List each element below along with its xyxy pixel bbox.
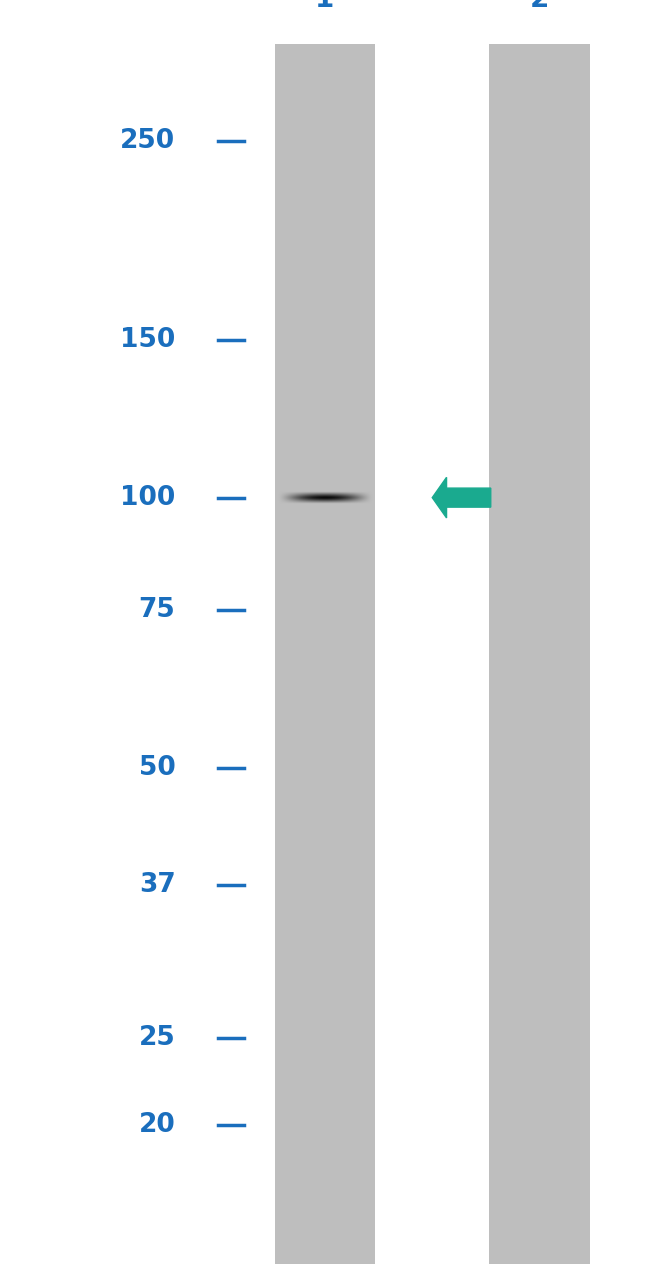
Text: 50: 50 <box>138 754 176 781</box>
Bar <box>489 44 590 1264</box>
Text: 100: 100 <box>120 485 176 511</box>
Text: 37: 37 <box>138 872 176 898</box>
Bar <box>274 44 376 1264</box>
FancyArrow shape <box>432 478 491 518</box>
Text: 20: 20 <box>138 1111 176 1138</box>
Text: 25: 25 <box>138 1025 176 1050</box>
Text: 250: 250 <box>120 127 176 154</box>
Text: 2: 2 <box>530 0 549 13</box>
Text: 150: 150 <box>120 326 176 353</box>
Text: 75: 75 <box>138 597 176 622</box>
Text: 1: 1 <box>315 0 335 13</box>
